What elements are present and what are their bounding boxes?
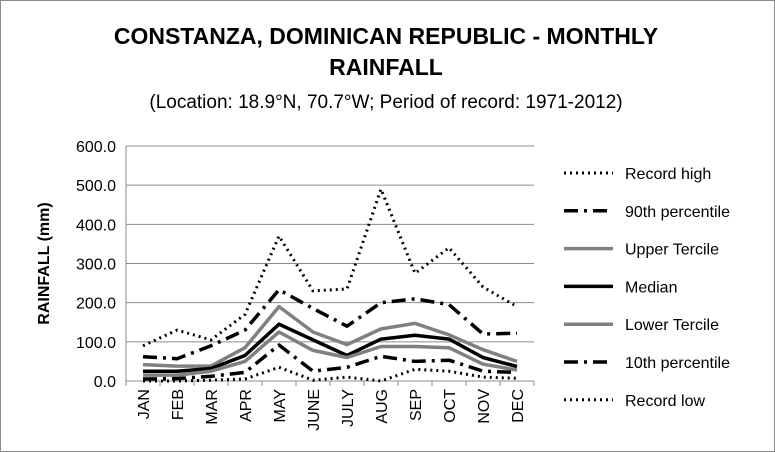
y-tick-label: 300.0	[76, 257, 116, 274]
x-tick-label: SEP	[408, 389, 425, 421]
legend-label: Record high	[625, 166, 711, 183]
x-tick-label: JULY	[340, 389, 357, 427]
x-tick-label: OCT	[442, 389, 459, 423]
x-tick-label: JAN	[136, 389, 153, 419]
x-tick-label: MAY	[272, 389, 289, 423]
y-tick-label: 400.0	[76, 217, 116, 234]
y-tick-label: 600.0	[76, 139, 116, 156]
series-line-90th-percentile	[142, 287, 518, 361]
y-axis-title: RAINFALL (mm)	[36, 202, 53, 324]
x-tick-label: MAR	[204, 389, 221, 425]
series-line-lower-tercile	[143, 330, 518, 377]
legend-label: 10th percentile	[625, 355, 730, 372]
x-tick-label: FEB	[170, 389, 187, 420]
chart-title: CONSTANZA, DOMINICAN REPUBLIC - MONTHLY …	[61, 21, 711, 83]
series-line-upper-tercile	[142, 304, 518, 368]
chart-subtitle: (Location: 18.9°N, 70.7°W; Period of rec…	[149, 92, 623, 113]
x-tick-label: NOV	[476, 389, 493, 424]
series-line-10th-percentile	[142, 343, 518, 381]
y-tick-label: 200.0	[76, 296, 116, 313]
chart-title-line-2: RAINFALL	[329, 54, 443, 80]
series-line-median	[143, 322, 518, 373]
legend-label: Record low	[625, 393, 705, 410]
legend-label: Upper Tercile	[625, 242, 719, 259]
series-line-record-high	[142, 187, 518, 348]
legend-label: Median	[625, 279, 677, 296]
y-tick-label: 100.0	[76, 335, 116, 352]
legend-label: Lower Tercile	[625, 317, 719, 334]
series-line-record-low	[143, 365, 518, 383]
x-tick-label: JUNE	[306, 389, 323, 431]
x-tick-label: AUG	[374, 389, 391, 424]
y-tick-label: 0.0	[94, 374, 116, 391]
legend-label: 90th percentile	[625, 204, 730, 221]
x-tick-label: DEC	[510, 389, 527, 423]
y-tick-label: 500.0	[76, 178, 116, 195]
chart-title-line-1: CONSTANZA, DOMINICAN REPUBLIC - MONTHLY	[113, 23, 659, 49]
x-tick-label: APR	[238, 389, 255, 422]
